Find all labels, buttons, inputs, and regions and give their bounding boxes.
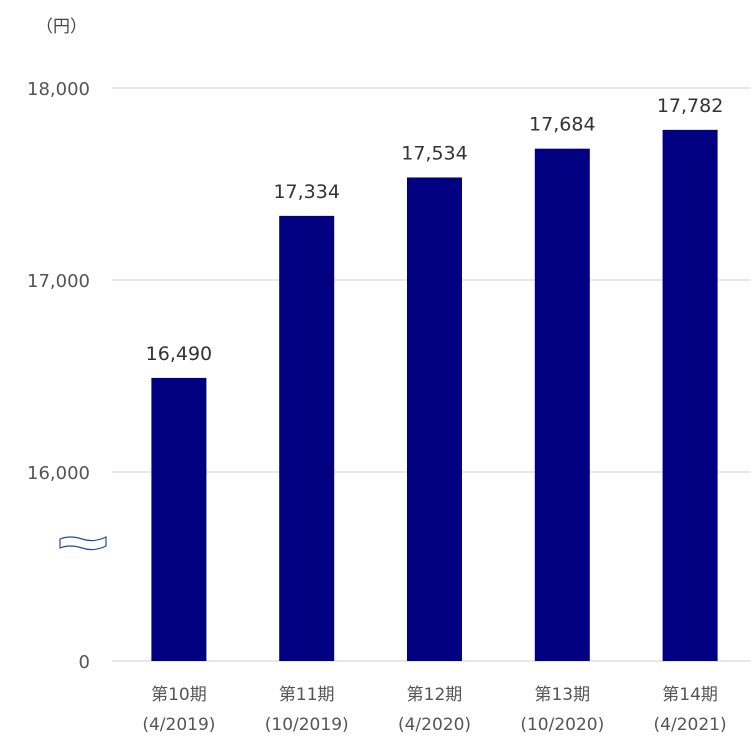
bar (534, 148, 590, 661)
x-tick-label: 第12期 (407, 685, 463, 705)
x-tick-label: 第11期 (279, 685, 335, 705)
y-axis-unit-label: （円） (36, 17, 87, 37)
bar (279, 215, 335, 661)
x-tick-sublabel: (4/2020) (398, 715, 471, 735)
y-axis-tick-labels: 0 16,000 17,000 18,000 (27, 79, 90, 673)
x-tick-sublabel: (4/2019) (142, 715, 215, 735)
x-tick-sublabel: (10/2019) (265, 715, 349, 735)
bars (151, 129, 718, 662)
x-axis-tick-labels: 第10期 (4/2019) 第11期 (10/2019) 第12期 (4/2020) 第13… (142, 685, 726, 735)
x-tick-label: 第13期 (534, 685, 590, 705)
x-tick-label: 第14期 (662, 685, 718, 705)
bar (151, 377, 207, 661)
axis-break-mark (59, 536, 107, 551)
data-label: 17,534 (401, 142, 467, 164)
y-tick-label: 16,000 (27, 463, 90, 484)
x-tick-label: 第10期 (151, 685, 207, 705)
data-label: 17,684 (529, 114, 595, 136)
data-label: 16,490 (146, 343, 212, 365)
data-label: 17,334 (273, 181, 339, 203)
y-tick-label: 18,000 (27, 79, 90, 100)
x-tick-sublabel: (10/2020) (520, 715, 604, 735)
y-tick-label: 17,000 (27, 271, 90, 292)
bar (662, 129, 718, 661)
axis-break-icon (59, 536, 107, 551)
y-tick-label: 0 (79, 652, 90, 673)
bar (407, 177, 462, 662)
data-labels: 16,490 17,334 17,534 17,684 17,782 (146, 95, 724, 365)
data-label: 17,782 (657, 95, 723, 117)
x-tick-sublabel: (4/2021) (654, 715, 727, 735)
